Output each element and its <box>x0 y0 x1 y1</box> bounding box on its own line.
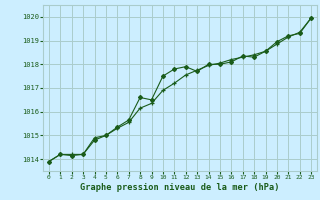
X-axis label: Graphe pression niveau de la mer (hPa): Graphe pression niveau de la mer (hPa) <box>80 183 280 192</box>
